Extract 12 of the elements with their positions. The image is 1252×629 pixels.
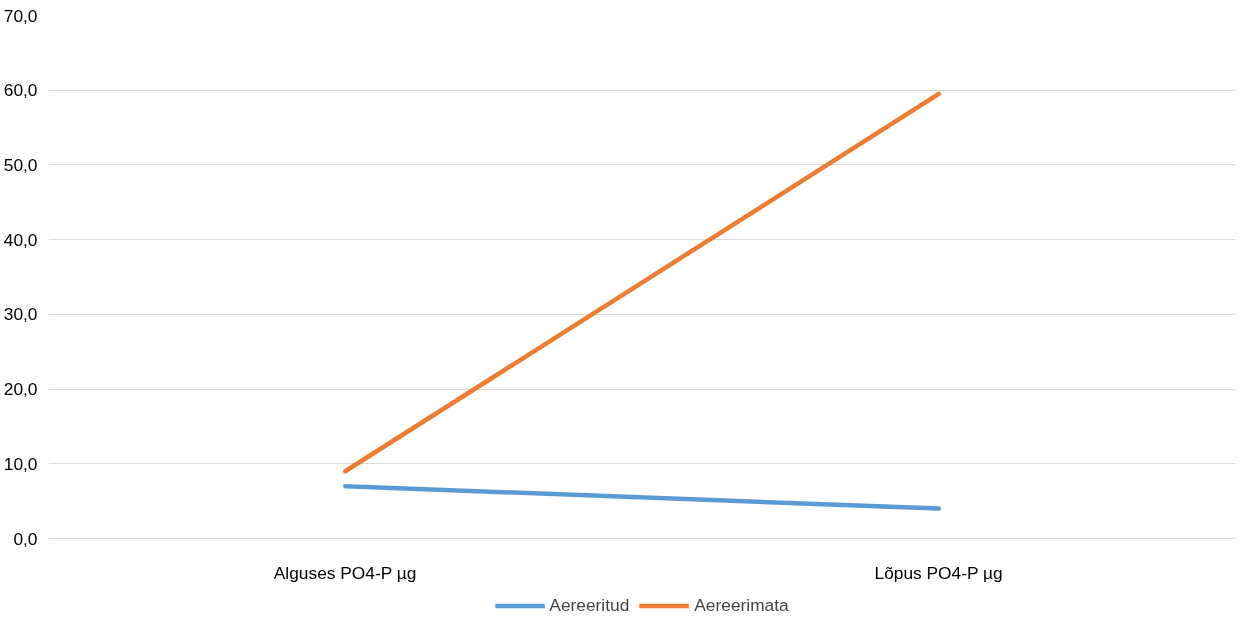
legend-label: Aereeritud — [549, 594, 630, 616]
y-tick-label: 60,0 — [3, 80, 38, 101]
y-tick-label: 40,0 — [3, 229, 38, 250]
y-tick-label: 30,0 — [3, 304, 38, 325]
x-tick-label: Alguses PO4-P µg — [273, 562, 417, 583]
legend-label: Aereerimata — [694, 594, 789, 616]
x-tick-label: Lõpus PO4-P µg — [874, 562, 1003, 583]
y-tick-label: 20,0 — [3, 379, 38, 400]
y-tick-label: 10,0 — [3, 453, 38, 474]
y-tick-label: 0,0 — [13, 528, 38, 549]
y-tick-label: 50,0 — [3, 154, 38, 175]
y-tick-label: 70,0 — [3, 5, 38, 26]
